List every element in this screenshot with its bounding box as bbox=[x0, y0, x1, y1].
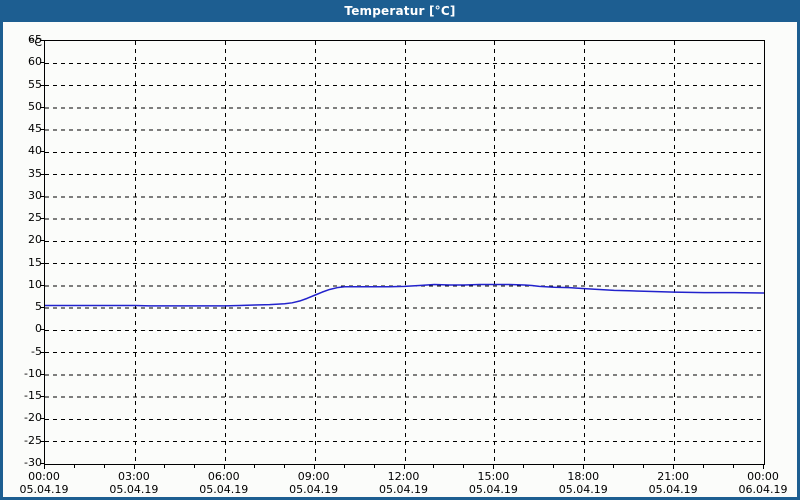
y-axis-tick-label: -15 bbox=[24, 389, 42, 403]
x-tick-time: 00:00 bbox=[747, 470, 779, 483]
x-tick-time: 12:00 bbox=[387, 470, 420, 483]
y-axis-tick-label: 15 bbox=[28, 255, 42, 269]
y-axis-tick-label: -10 bbox=[24, 366, 42, 380]
x-axis-tick-label: 00:00 05.04.19 bbox=[3, 470, 89, 496]
x-tick-time: 15:00 bbox=[477, 470, 510, 483]
data-line bbox=[45, 283, 764, 307]
x-axis-tick-label: 15:00 05.04.19 bbox=[448, 470, 538, 496]
y-axis-tick-label: 65 bbox=[28, 33, 42, 46]
y-axis-unit-label: °C bbox=[28, 36, 42, 49]
plot-canvas bbox=[45, 41, 764, 464]
plot-frame bbox=[44, 40, 765, 465]
y-axis-tick-label: 0 bbox=[35, 322, 42, 336]
y-axis: °C 65 60 55 50 45 40 35 30 25 20 15 10 5 0 -5 -10 -15 -20… bbox=[3, 22, 42, 497]
y-axis-tick-label: 5 bbox=[35, 300, 42, 314]
x-axis: 00:00 05.04.19 03:00 05.04.19 06:00 05.04.19 0… bbox=[3, 22, 797, 497]
y-axis-tick-label: 10 bbox=[28, 277, 42, 291]
y-axis-tick-label: 55 bbox=[28, 77, 42, 91]
x-tick-time: 03:00 bbox=[118, 470, 150, 483]
x-tick-date: 05.04.19 bbox=[468, 483, 518, 496]
y-axis-tick-label: -5 bbox=[31, 344, 42, 358]
chart-area: °C 65 60 55 50 45 40 35 30 25 20 15 10 5 0 -5 -10 -15 -20… bbox=[3, 22, 797, 497]
x-tick-date: 05.04.19 bbox=[379, 483, 428, 496]
y-axis-tick-label: -25 bbox=[24, 433, 42, 447]
x-axis-tick-label: 12:00 05.04.19 bbox=[359, 470, 449, 496]
x-axis-tick-label: 21:00 05.04.19 bbox=[628, 470, 718, 496]
y-axis-tick-label: 25 bbox=[28, 211, 42, 225]
page-title: Temperatur [°C] bbox=[344, 4, 456, 18]
x-axis-tick-label: 00:00 06.04.19 bbox=[718, 470, 797, 496]
x-tick-date: 05.04.19 bbox=[19, 483, 69, 496]
y-axis-tick-label: 40 bbox=[28, 144, 42, 158]
x-axis-tick-label: 06:00 05.04.19 bbox=[179, 470, 269, 496]
x-axis-tick-label: 18:00 05.04.19 bbox=[538, 470, 628, 496]
x-tick-date: 05.04.19 bbox=[199, 483, 249, 496]
x-tick-time: 18:00 bbox=[567, 470, 600, 483]
x-tick-time: 06:00 bbox=[207, 470, 240, 483]
x-tick-date: 05.04.19 bbox=[289, 483, 339, 496]
x-tick-date: 05.04.19 bbox=[558, 483, 608, 496]
y-axis-tick-label: 60 bbox=[28, 55, 42, 69]
x-axis-tick-label: 03:00 05.04.19 bbox=[89, 470, 179, 496]
y-axis-tick-label: -30 bbox=[24, 456, 42, 469]
window-title-bar: Temperatur [°C] bbox=[3, 0, 797, 22]
x-tick-time: 00:00 bbox=[28, 470, 60, 483]
y-axis-tick-label: 45 bbox=[28, 122, 42, 136]
y-axis-tick-label: 50 bbox=[28, 99, 42, 113]
x-tick-date: 05.04.19 bbox=[648, 483, 698, 496]
y-axis-tick-label: 20 bbox=[28, 233, 42, 247]
data-series-layer bbox=[45, 283, 764, 307]
x-tick-time: 21:00 bbox=[657, 470, 689, 483]
x-tick-date: 05.04.19 bbox=[109, 483, 159, 496]
y-axis-tick-label: -20 bbox=[24, 411, 42, 425]
x-axis-tick-label: 09:00 05.04.19 bbox=[269, 470, 359, 496]
y-axis-tick-label: 30 bbox=[28, 188, 42, 202]
vertical-gridlines bbox=[135, 41, 675, 464]
x-tick-date: 06.04.19 bbox=[738, 483, 788, 496]
y-axis-tick-label: 35 bbox=[28, 166, 42, 180]
x-tick-time: 09:00 bbox=[297, 470, 330, 483]
